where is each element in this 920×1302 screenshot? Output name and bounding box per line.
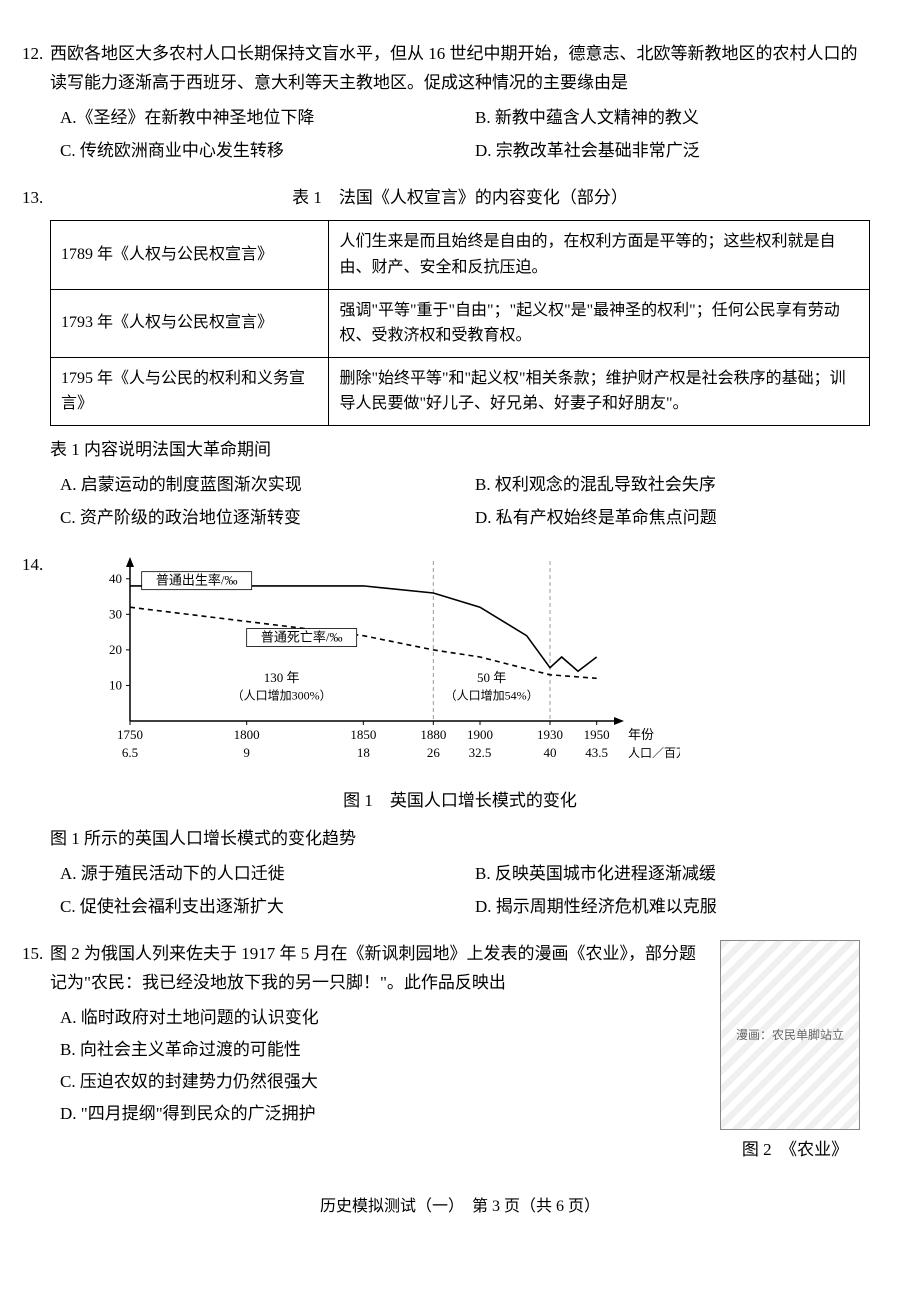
svg-text:（人口增加54%）: （人口增加54%） [445,688,539,702]
options: A. 启蒙运动的制度蓝图渐次实现 B. 权利观念的混乱导致社会失序 C. 资产阶… [60,471,870,533]
table-cell: 删除"始终平等"和"起义权"相关条款；维护财产权是社会秩序的基础；训导人民要做"… [329,357,870,425]
option-c: C. 资产阶级的政治地位逐渐转变 [60,504,455,533]
svg-text:1950: 1950 [584,727,610,742]
option-d: D. 宗教改革社会基础非常广泛 [475,137,870,166]
option-c: C. 压迫农奴的封建势力仍然很强大 [60,1068,708,1097]
svg-text:130 年: 130 年 [264,670,300,685]
option-a: A. 临时政府对土地问题的认识变化 [60,1004,708,1033]
svg-text:26: 26 [427,745,441,760]
question-14: 14. 1020304017506.5180091850181880261900… [50,551,870,922]
declaration-table: 1789 年《人权与公民权宣言》 人们生来是而且始终是自由的，在权利方面是平等的… [50,220,870,426]
question-12: 12. 西欧各地区大多农村人口长期保持文盲水平，但从 16 世纪中期开始，德意志… [50,40,870,166]
question-number: 13. [22,184,43,213]
svg-text:1930: 1930 [537,727,563,742]
option-d: D. 揭示周期性经济危机难以克服 [475,893,870,922]
question-number: 14. [22,551,43,580]
option-c: C. 促使社会福利支出逐渐扩大 [60,893,455,922]
options: A. 源于殖民活动下的人口迁徙 B. 反映英国城市化进程逐渐减缓 C. 促使社会… [60,860,870,922]
question-stem: 图 2 为俄国人列来佐夫于 1917 年 5 月在《新讽刺园地》上发表的漫画《农… [50,940,708,998]
chart-svg: 10 20 30 40 1750 6.5 1800 9 1850 18 1880 26 1900 32.5… [80,551,680,771]
options: A.《圣经》在新教中神圣地位下降 B. 新教中蕴含人文精神的教义 C. 传统欧洲… [60,104,870,166]
option-b: B. 反映英国城市化进程逐渐减缓 [475,860,870,889]
image-caption: 图 2 《农业》 [720,1136,870,1165]
svg-text:9: 9 [243,745,250,760]
svg-text:普通死亡率/‰: 普通死亡率/‰ [261,629,343,644]
svg-text:1900: 1900 [467,727,493,742]
svg-text:（人口增加300%）: （人口增加300%） [232,688,332,702]
svg-text:18: 18 [357,745,370,760]
page-footer: 历史模拟测试（一） 第 3 页（共 6 页） [50,1193,870,1220]
population-chart: 10 20 30 40 1750 6.5 1800 9 1850 18 1880 26 1900 32.5… [80,551,680,781]
svg-text:1850: 1850 [350,727,376,742]
option-b: B. 向社会主义革命过渡的可能性 [60,1036,708,1065]
cartoon-figure: 漫画：农民单脚站立 图 2 《农业》 [720,940,870,1165]
question-13: 13. 表 1 法国《人权宣言》的内容变化（部分） 1789 年《人权与公民权宣… [50,184,870,533]
table-cell: 强调"平等"重于"自由"；"起义权"是"最神圣的权利"；任何公民享有劳动权、受救… [329,289,870,357]
question-stem: 图 1 所示的英国人口增长模式的变化趋势 [50,825,870,854]
option-a: A. 源于殖民活动下的人口迁徙 [60,860,455,889]
table-cell: 1793 年《人权与公民权宣言》 [51,289,329,357]
question-number: 12. [22,40,43,69]
svg-text:32.5: 32.5 [469,745,492,760]
svg-text:20: 20 [109,642,122,657]
question-stem: 表 1 内容说明法国大革命期间 [50,436,870,465]
chart-caption: 图 1 英国人口增长模式的变化 [50,787,870,816]
options: A. 临时政府对土地问题的认识变化 B. 向社会主义革命过渡的可能性 C. 压迫… [50,1004,708,1129]
table-cell: 人们生来是而且始终是自由的，在权利方面是平等的；这些权利就是自由、财产、安全和反… [329,221,870,289]
svg-text:50 年: 50 年 [477,670,506,685]
question-stem: 西欧各地区大多农村人口长期保持文盲水平，但从 16 世纪中期开始，德意志、北欧等… [50,40,870,98]
question-15: 15. 图 2 为俄国人列来佐夫于 1917 年 5 月在《新讽刺园地》上发表的… [50,940,870,1165]
svg-text:30: 30 [109,606,122,621]
option-d: D. "四月提纲"得到民众的广泛拥护 [60,1100,708,1129]
svg-text:40: 40 [109,570,122,585]
table-cell: 1795 年《人与公民的权利和义务宣言》 [51,357,329,425]
svg-text:1750: 1750 [117,727,143,742]
svg-text:1800: 1800 [234,727,260,742]
table-row: 1793 年《人权与公民权宣言》 强调"平等"重于"自由"；"起义权"是"最神圣… [51,289,870,357]
option-a: A. 启蒙运动的制度蓝图渐次实现 [60,471,455,500]
svg-text:6.5: 6.5 [122,745,138,760]
cartoon-image: 漫画：农民单脚站立 [720,940,860,1130]
table-row: 1789 年《人权与公民权宣言》 人们生来是而且始终是自由的，在权利方面是平等的… [51,221,870,289]
option-a: A.《圣经》在新教中神圣地位下降 [60,104,455,133]
option-d: D. 私有产权始终是革命焦点问题 [475,504,870,533]
svg-text:人口／百万人: 人口／百万人 [628,746,680,760]
svg-text:年份: 年份 [628,727,654,742]
table-row: 1795 年《人与公民的权利和义务宣言》 删除"始终平等"和"起义权"相关条款；… [51,357,870,425]
svg-text:普通出生率/‰: 普通出生率/‰ [156,572,238,587]
table-cell: 1789 年《人权与公民权宣言》 [51,221,329,289]
option-b: B. 新教中蕴含人文精神的教义 [475,104,870,133]
option-b: B. 权利观念的混乱导致社会失序 [475,471,870,500]
svg-text:43.5: 43.5 [585,745,608,760]
svg-text:1880: 1880 [420,727,446,742]
svg-text:40: 40 [544,745,557,760]
svg-text:10: 10 [109,677,122,692]
option-c: C. 传统欧洲商业中心发生转移 [60,137,455,166]
question-number: 15. [22,940,43,969]
table-caption: 表 1 法国《人权宣言》的内容变化（部分） [50,184,870,213]
